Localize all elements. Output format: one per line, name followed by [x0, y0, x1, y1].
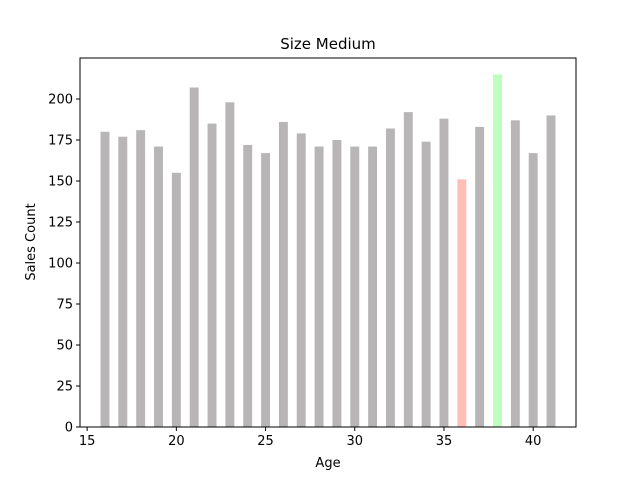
- bar-age-22: [207, 123, 217, 427]
- bar-age-26: [278, 121, 288, 428]
- y-axis-title: Sales Count: [24, 203, 39, 280]
- bar-age-39: [510, 120, 520, 427]
- y-tick-label: 0: [65, 421, 73, 436]
- bar-age-18: [136, 130, 146, 427]
- bar-age-41: [546, 115, 556, 428]
- x-tick-label: 35: [436, 434, 453, 449]
- y-tick-label: 175: [48, 134, 73, 149]
- bar-age-40: [528, 153, 538, 427]
- bar-age-23: [225, 102, 235, 427]
- y-tick-label: 125: [48, 216, 73, 231]
- y-tick-label: 25: [56, 380, 73, 395]
- bar-age-38: [493, 74, 502, 428]
- bars-group: [100, 74, 556, 428]
- bar-age-29: [332, 140, 342, 427]
- bar-age-30: [350, 146, 360, 427]
- bar-age-19: [154, 146, 163, 427]
- y-axis: 0 25 50 75 100 125 150 175 200: [48, 93, 80, 436]
- x-axis: 15 20 25 30 35 40: [79, 427, 542, 449]
- x-axis-title: Age: [315, 456, 340, 471]
- bar-age-16: [100, 131, 110, 428]
- x-tick-label: 40: [525, 434, 542, 449]
- bar-age-37: [475, 126, 485, 427]
- x-tick-label: 25: [257, 434, 274, 449]
- bar-age-34: [421, 141, 431, 427]
- bar-age-24: [243, 144, 253, 428]
- x-tick-label: 20: [168, 434, 185, 449]
- bar-age-32: [385, 128, 395, 427]
- x-tick-label: 15: [79, 434, 96, 449]
- x-tick-label: 30: [346, 434, 363, 449]
- bar-age-33: [403, 112, 413, 428]
- bar-age-17: [118, 136, 128, 427]
- bar-age-36: [457, 179, 467, 427]
- y-tick-label: 50: [56, 339, 73, 354]
- bar-age-21: [189, 87, 199, 428]
- y-tick-label: 200: [48, 93, 73, 108]
- y-tick-label: 75: [56, 298, 73, 313]
- y-tick-label: 100: [48, 257, 73, 272]
- chart-title: Size Medium: [280, 35, 376, 53]
- bar-age-28: [314, 146, 324, 427]
- bar-age-25: [261, 153, 271, 427]
- plot-area-frame: [79, 57, 577, 428]
- bar-age-20: [171, 172, 181, 427]
- y-tick-label: 150: [48, 175, 73, 190]
- bar-age-31: [368, 146, 378, 427]
- bar-age-35: [439, 118, 449, 428]
- bar-age-27: [296, 133, 306, 427]
